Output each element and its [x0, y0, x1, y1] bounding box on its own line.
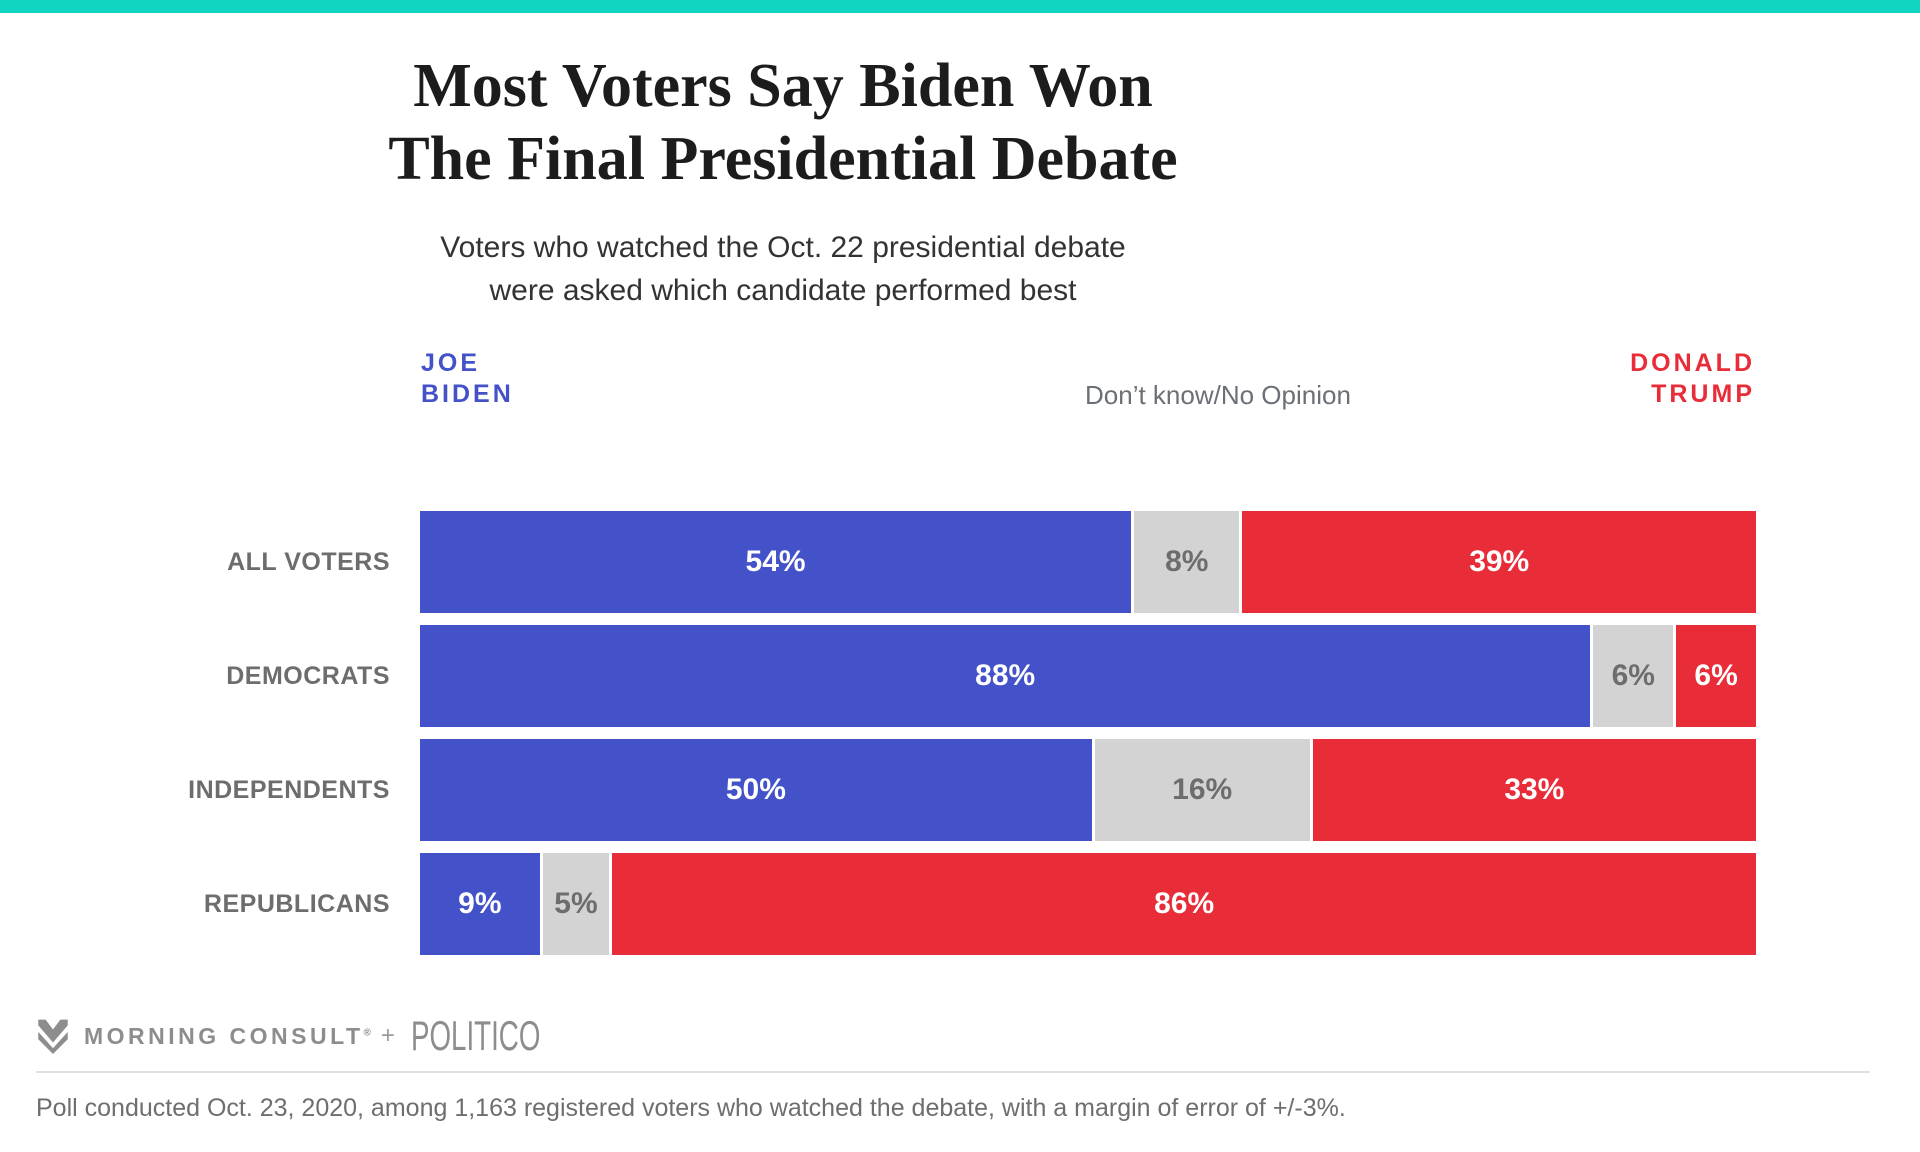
title-line-1: Most Voters Say Biden Won [413, 52, 1153, 120]
subtitle-line-1: Voters who watched the Oct. 22 president… [440, 231, 1126, 264]
chart-row: REPUBLICANS 9% 5% 86% [0, 853, 1756, 955]
row-bars: 88% 6% 6% [420, 625, 1756, 727]
chart-rows: ALL VOTERS 54% 8% 39% DEMOCRATS 88% 6% 6% INDEPE… [0, 511, 1756, 955]
bar-segment: 86% [612, 853, 1756, 955]
bar-segment: 16% [1094, 739, 1310, 841]
bar-segment: 50% [420, 739, 1092, 841]
legend-dont-know: Don’t know/No Opinion [1085, 380, 1351, 410]
chart-subtitle: Voters who watched the Oct. 22 president… [0, 226, 1566, 312]
row-label: REPUBLICANS [203, 889, 390, 918]
bar-value-label: 16% [1172, 773, 1233, 806]
methodology-caption: Poll conducted Oct. 23, 2020, among 1,16… [36, 1094, 1346, 1122]
bar-segment: 33% [1312, 739, 1756, 841]
bar-value-label: 9% [458, 887, 502, 920]
page-title: Most Voters Say Biden Won The Final Pres… [0, 50, 1566, 196]
brand-row: MORNING CONSULT® + POLITICO [36, 1012, 607, 1059]
bar-segment: 5% [542, 853, 610, 955]
chart-row: ALL VOTERS 54% 8% 39% [0, 511, 1756, 613]
registered-mark: ® [363, 1026, 371, 1038]
footer-divider [36, 1071, 1870, 1073]
bar-value-label: 86% [1154, 887, 1215, 920]
brand-separator: + [380, 1022, 395, 1049]
bar-segment: 88% [420, 625, 1591, 727]
bar-segment: 8% [1134, 511, 1240, 613]
politico-wordmark: POLITICO [410, 1012, 541, 1059]
morning-consult-logo-icon [38, 1019, 68, 1054]
row-bars: 54% 8% 39% [420, 511, 1756, 613]
legend-trump-line-1: DONALD [1630, 349, 1755, 377]
bar-segment: 6% [1593, 625, 1674, 727]
legend-joe-biden: JOE BIDEN [421, 348, 514, 410]
accent-top-bar [0, 0, 1920, 13]
legend-trump-line-2: TRUMP [1651, 380, 1755, 408]
legend-biden-line-2: BIDEN [421, 380, 514, 408]
title-line-2: The Final Presidential Debate [388, 125, 1178, 193]
bar-segment: 6% [1676, 625, 1756, 727]
row-label: INDEPENDENTS [188, 775, 390, 804]
chart-row: DEMOCRATS 88% 6% 6% [0, 625, 1756, 727]
legend-donald-trump: DONALD TRUMP [1355, 348, 1755, 410]
header: Most Voters Say Biden Won The Final Pres… [0, 50, 1566, 312]
row-bars: 50% 16% 33% [420, 739, 1756, 841]
subtitle-line-2: were asked which candidate performed bes… [489, 274, 1077, 307]
bar-segment: 54% [420, 511, 1132, 613]
stacked-bar-chart: ALL VOTERS 54% 8% 39% DEMOCRATS 88% 6% 6% INDEPE… [0, 511, 1756, 967]
morning-consult-wordmark: MORNING CONSULT® [84, 1023, 371, 1050]
row-label: ALL VOTERS [227, 547, 390, 576]
bar-value-label: 50% [725, 773, 786, 806]
bar-value-label: 6% [1694, 659, 1738, 692]
bar-value-label: 88% [975, 659, 1036, 692]
chart-row: INDEPENDENTS 50% 16% 33% [0, 739, 1756, 841]
row-label: DEMOCRATS [226, 661, 390, 690]
row-bars: 9% 5% 86% [420, 853, 1756, 955]
legend-biden-line-1: JOE [421, 349, 481, 377]
bar-value-label: 5% [554, 887, 598, 920]
bar-value-label: 33% [1504, 773, 1565, 806]
bar-value-label: 54% [745, 545, 806, 578]
bar-value-label: 6% [1611, 659, 1655, 692]
bar-segment: 9% [420, 853, 540, 955]
brand1-text: MORNING CONSULT [84, 1022, 364, 1049]
bar-value-label: 39% [1469, 545, 1530, 578]
bar-segment: 39% [1242, 511, 1756, 613]
bar-value-label: 8% [1165, 545, 1209, 578]
